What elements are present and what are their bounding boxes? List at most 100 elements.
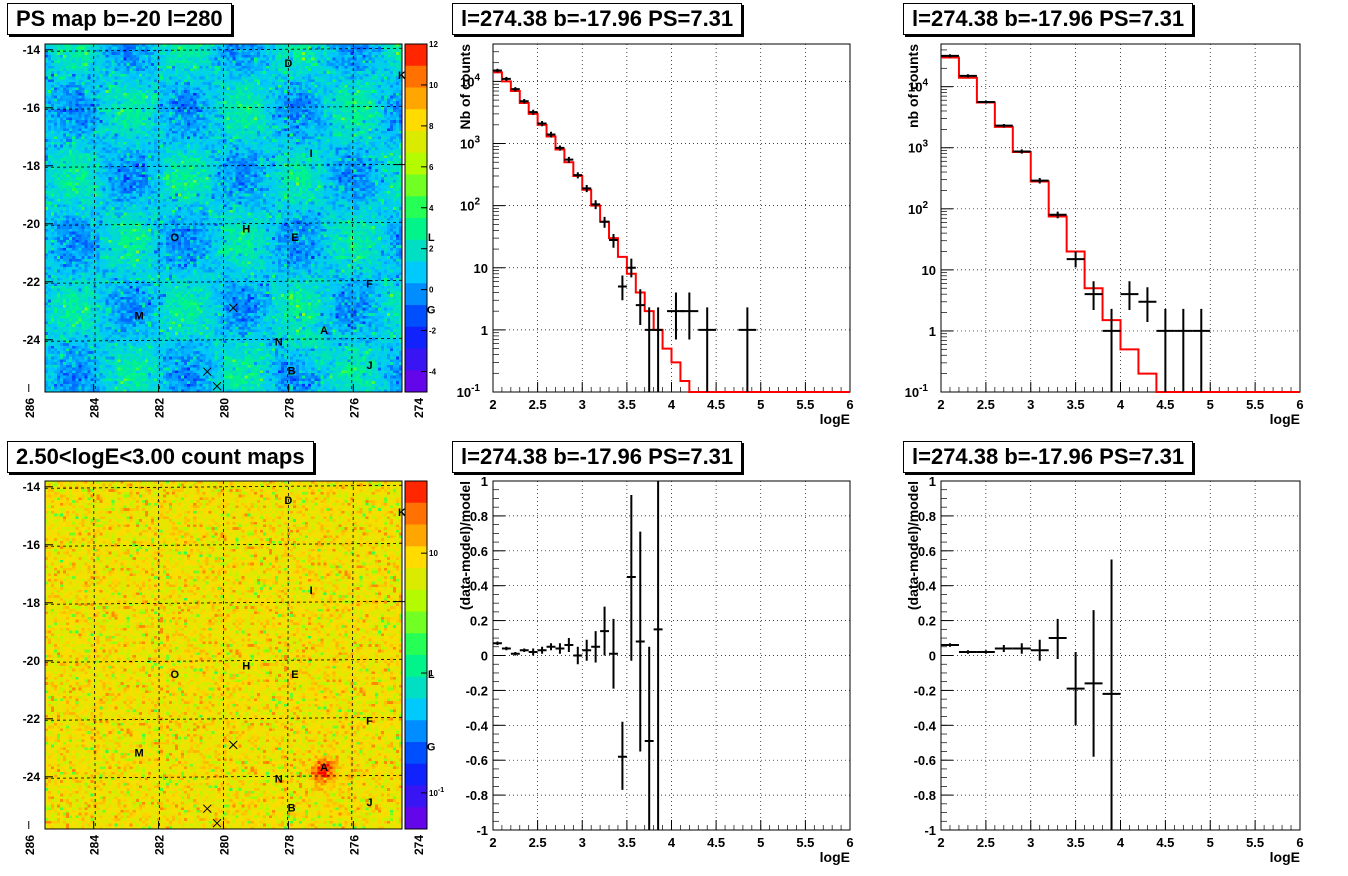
- x-marker: [228, 740, 238, 750]
- ytick-label: -0.8: [466, 788, 488, 803]
- skymap-map_top: 286 284 282 280 278 276 274-14-16-18-20-22-24D…: [23, 40, 439, 418]
- data-point: [680, 292, 699, 340]
- map-ytick-label: -18: [23, 596, 41, 610]
- data-point: [1138, 287, 1157, 323]
- xtick-label: 5.5: [796, 397, 814, 412]
- x-marker: [212, 381, 222, 391]
- xtick-label: 5: [757, 397, 764, 412]
- x-marker: [202, 367, 212, 377]
- map-xtick-label: 286: [23, 835, 37, 855]
- ytick-label: 0.6: [918, 544, 936, 559]
- map-ytick-label: -22: [23, 712, 41, 726]
- xtick-label: 4.5: [1156, 397, 1174, 412]
- map-xtick-label: 274: [412, 835, 426, 855]
- colorbar-band: [405, 87, 427, 110]
- source-label: E: [291, 669, 298, 681]
- ytick-label: 0.8: [470, 509, 488, 524]
- colorbar-band: [405, 611, 427, 634]
- ytick-label: 10: [474, 261, 488, 276]
- data-point: [1048, 211, 1067, 219]
- source-label: L: [428, 232, 435, 244]
- data-point: [600, 216, 610, 228]
- colorbar-band: [405, 131, 427, 154]
- plot-spec_counts_left: 2 2.5 3 3.5 4 4.5 5 5.5 610-1110102103104logENb …: [457, 43, 854, 427]
- ytick-label: -0.8: [914, 788, 936, 803]
- gridlines: [941, 481, 1300, 830]
- map-ytick-label: -24: [23, 770, 41, 784]
- source-label: A: [320, 762, 328, 774]
- data-point: [635, 531, 645, 752]
- graticule-line-l: [287, 43, 289, 393]
- colorbar-tick-label: -2: [429, 327, 437, 336]
- map-ytick-label: -18: [23, 159, 41, 173]
- spec-counts-right-title: l=274.38 b=-17.96 PS=7.31: [903, 3, 1194, 35]
- data-point: [573, 646, 583, 665]
- map-ytick-label: -20: [23, 654, 41, 668]
- colorbar-frame: [404, 480, 428, 830]
- map-xtick-label: 282: [153, 398, 167, 418]
- colorbar-band: [405, 283, 427, 306]
- xtick-label: 5.5: [1246, 397, 1264, 412]
- data-point: [546, 131, 556, 138]
- colorbar-band: [405, 305, 427, 328]
- map-ytick-label: -20: [23, 217, 41, 231]
- colorbar-band: [405, 676, 427, 699]
- data-point: [976, 100, 995, 104]
- graticule: [44, 43, 403, 393]
- ytick-label: 10-1: [457, 383, 481, 400]
- xtick-label: 4.5: [707, 835, 725, 850]
- xtick-label: 6: [846, 397, 853, 412]
- xtick-label: 3.5: [1067, 835, 1085, 850]
- spec-counts-left-title: l=274.38 b=-17.96 PS=7.31: [452, 3, 743, 35]
- map-xtick-label: 276: [347, 835, 361, 855]
- graticule-line-l: [351, 480, 354, 830]
- x-marker: [202, 804, 212, 814]
- data-point: [644, 646, 654, 830]
- colorbar-band: [405, 502, 427, 525]
- data-point: [493, 641, 502, 646]
- xtick-label: 2: [489, 397, 496, 412]
- colorbar: 10 1 10-1: [404, 480, 444, 830]
- data-point: [1066, 652, 1085, 726]
- data-point: [1120, 281, 1139, 311]
- colorbar-band: [405, 326, 427, 349]
- ytick-label: 10-1: [905, 383, 929, 400]
- xtick-label: 6: [1296, 835, 1303, 850]
- colorbar-band: [405, 655, 427, 678]
- data-point: [564, 156, 574, 163]
- data-point: [994, 123, 1013, 128]
- colorbar-band: [405, 239, 427, 262]
- ytick-label: 1: [481, 323, 488, 338]
- data-point: [738, 307, 757, 392]
- data-point: [635, 289, 645, 325]
- colorbar-band: [405, 152, 427, 175]
- data-point: [582, 184, 592, 193]
- xtick-label: 3: [579, 397, 586, 412]
- data-point: [958, 650, 977, 654]
- colorbar-tick-label: 6: [429, 163, 434, 172]
- ytick-label: -0.2: [914, 683, 936, 698]
- source-label: N: [275, 337, 283, 349]
- data-point: [994, 645, 1013, 653]
- data-point: [1030, 177, 1049, 184]
- source-label: H: [242, 224, 250, 236]
- ytick-label: -0.2: [466, 683, 488, 698]
- colorbar-tick-label: 12: [429, 40, 438, 49]
- ytick-label: 10: [922, 263, 936, 278]
- skymap-map_bottom: 286 284 282 280 278 276 274 -14 -16 -18 -20 -22 -24 D…: [23, 480, 445, 855]
- data-point: [1066, 251, 1085, 268]
- colorbar-tick-label: 8: [429, 122, 434, 131]
- data-point: [1102, 559, 1121, 830]
- xaxis-title: logE: [820, 411, 850, 427]
- source-label: F: [366, 279, 373, 291]
- ytick-label: 0.4: [918, 579, 937, 594]
- xtick-label: 3: [1027, 397, 1034, 412]
- data-point: [528, 109, 538, 115]
- x-marker: [212, 818, 222, 828]
- colorbar-band: [405, 633, 427, 656]
- colorbar-tick-label: 10-1: [429, 787, 444, 798]
- data-point: [501, 76, 511, 81]
- source-label: N: [275, 774, 283, 786]
- source-label: I: [310, 585, 313, 597]
- data-point: [501, 646, 511, 651]
